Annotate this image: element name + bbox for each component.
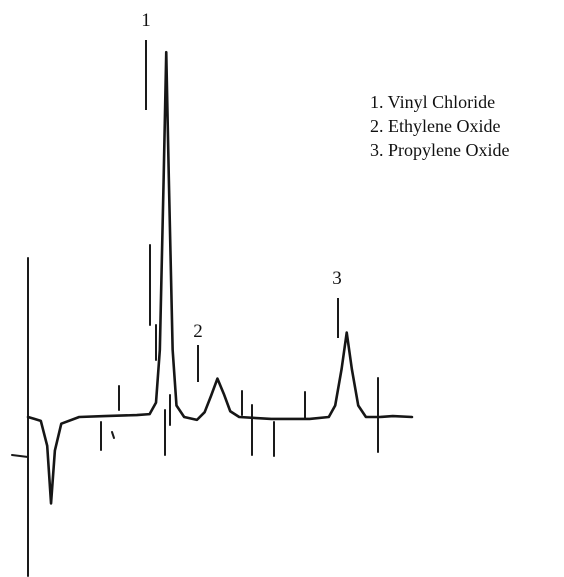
legend: 1. Vinyl Chloride 2. Ethylene Oxide 3. P…: [370, 90, 509, 162]
peak-label-1: 1: [141, 10, 151, 31]
event-tick: [111, 431, 115, 439]
series-layer: [26, 50, 414, 505]
peak-marker-lines: [145, 40, 339, 382]
peak-label-2: 2: [193, 321, 203, 342]
event-marks: [11, 244, 379, 577]
legend-item-vinyl-chloride: 1. Vinyl Chloride: [370, 92, 496, 112]
peak-label-3: 3: [332, 268, 342, 289]
legend-item-propylene-oxide: 3. Propylene Oxide: [370, 140, 510, 160]
chromatogram-trace: [26, 50, 414, 505]
event-tick: [11, 454, 29, 458]
legend-item-ethylene-oxide: 2. Ethylene Oxide: [370, 116, 501, 136]
